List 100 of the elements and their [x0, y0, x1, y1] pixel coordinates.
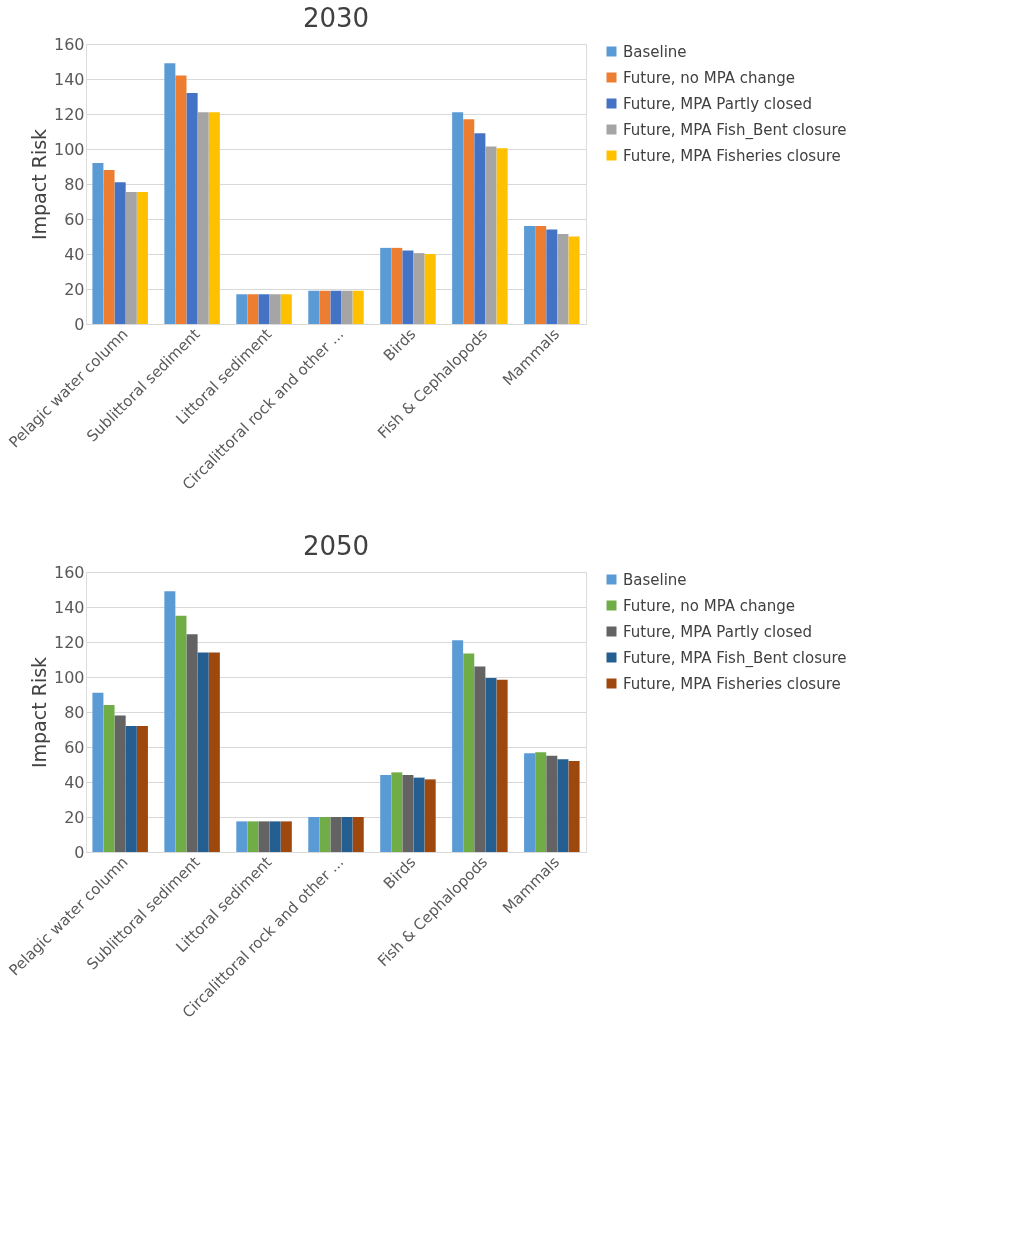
- bar: [557, 759, 569, 852]
- bar: [568, 761, 580, 852]
- bar: [380, 247, 392, 324]
- bar: [424, 779, 436, 852]
- bar: [391, 247, 403, 324]
- y-axis-title: Impact Risk: [27, 128, 50, 241]
- bar: [524, 226, 536, 324]
- bar: [164, 63, 176, 324]
- bar: [114, 715, 126, 852]
- chart-title: 2030: [302, 3, 370, 33]
- bar: [208, 652, 220, 852]
- y-tick-label: 120: [53, 104, 85, 124]
- y-tick-label: 40: [64, 244, 85, 264]
- y-tick-label: 100: [53, 139, 85, 159]
- bar: [463, 653, 475, 852]
- chart-title: 2050: [302, 531, 370, 561]
- bar: [557, 233, 569, 324]
- bar: [413, 253, 425, 324]
- bar: [474, 666, 486, 852]
- bar: [308, 817, 320, 852]
- bar: [258, 294, 270, 324]
- bar: [175, 615, 187, 852]
- bar: [535, 752, 547, 852]
- legend-label: Future, MPA Fish_Bent closure: [623, 120, 847, 140]
- legend-label: Future, no MPA change: [623, 68, 796, 87]
- y-tick-label: 40: [64, 772, 85, 792]
- bar: [352, 290, 364, 324]
- y-tick-label: 80: [64, 174, 85, 194]
- y-tick-label: 20: [64, 807, 85, 827]
- bar: [280, 821, 292, 852]
- bar: [474, 133, 486, 324]
- y-tick-label: 0: [74, 842, 85, 862]
- bar: [496, 148, 508, 324]
- bar: [341, 290, 353, 324]
- legend-label: Future, MPA Partly closed: [623, 622, 812, 641]
- bar: [391, 772, 403, 852]
- bar: [92, 163, 104, 324]
- bar: [380, 775, 392, 852]
- legend-label: Future, MPA Fisheries closure: [623, 146, 841, 165]
- y-tick-label: 0: [74, 314, 85, 334]
- y-tick-label: 120: [53, 632, 85, 652]
- bar: [186, 93, 198, 324]
- bar: [280, 294, 292, 324]
- bar: [114, 182, 126, 324]
- legend-label: Baseline: [623, 570, 687, 589]
- bar: [496, 679, 508, 852]
- legend-label: Baseline: [623, 42, 687, 61]
- bar: [485, 146, 497, 324]
- bar: [125, 726, 137, 852]
- y-tick-label: 100: [53, 667, 85, 687]
- legend-label: Future, MPA Partly closed: [623, 94, 812, 113]
- bar: [269, 294, 281, 324]
- bar: [463, 119, 475, 324]
- bar: [197, 112, 209, 324]
- bar: [197, 652, 209, 852]
- bar: [164, 591, 176, 852]
- y-tick-label: 60: [64, 737, 85, 757]
- bar: [308, 290, 320, 324]
- bar: [258, 821, 270, 852]
- bar: [186, 634, 198, 852]
- bar: [92, 692, 104, 852]
- bar: [485, 677, 497, 852]
- bar: [524, 753, 536, 852]
- legend-label: Future, MPA Fish_Bent closure: [623, 648, 847, 668]
- bar: [352, 817, 364, 852]
- bar: [175, 75, 187, 324]
- bar: [319, 817, 331, 852]
- bar: [568, 236, 580, 324]
- bar: [424, 254, 436, 324]
- bar: [452, 640, 464, 852]
- bar: [136, 726, 148, 852]
- y-tick-label: 20: [64, 279, 85, 299]
- bar: [103, 705, 115, 852]
- y-axis-title: Impact Risk: [27, 656, 50, 769]
- y-tick-label: 160: [53, 562, 85, 582]
- bar: [208, 112, 220, 324]
- y-tick-label: 80: [64, 702, 85, 722]
- bar: [319, 290, 331, 324]
- legend-label: Future, MPA Fisheries closure: [623, 674, 841, 693]
- bar: [236, 294, 248, 324]
- bar: [546, 755, 558, 852]
- y-tick-label: 140: [53, 597, 85, 617]
- bar: [341, 817, 353, 852]
- y-tick-label: 60: [64, 209, 85, 229]
- bar: [402, 250, 414, 324]
- bar: [330, 817, 342, 852]
- bar: [136, 191, 148, 324]
- bar: [103, 170, 115, 324]
- y-tick-label: 140: [53, 69, 85, 89]
- bar: [247, 821, 259, 852]
- bar: [413, 777, 425, 852]
- bar: [535, 226, 547, 324]
- bar: [452, 112, 464, 324]
- bar: [247, 294, 259, 324]
- bar: [330, 290, 342, 324]
- bar: [269, 821, 281, 852]
- bar: [546, 229, 558, 324]
- legend-label: Future, no MPA change: [623, 596, 796, 615]
- bar: [402, 775, 414, 852]
- bar: [125, 191, 137, 324]
